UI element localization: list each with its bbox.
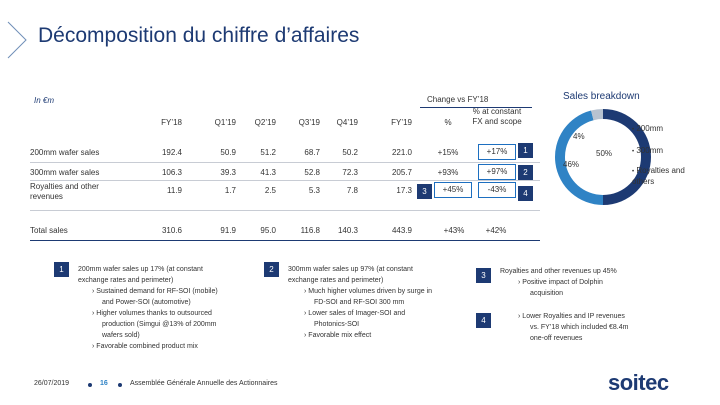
cell-highlight: +97% (478, 164, 516, 180)
legend-300mm: • 300mm (632, 146, 664, 155)
cell: 41.3 (260, 168, 276, 177)
note-heading: 300mm wafer sales up 97% (at constant ex… (288, 266, 413, 284)
note-badge-3: 3 (476, 268, 491, 283)
change-header: Change vs FY’18 (427, 95, 489, 104)
cell: 50.2 (342, 148, 358, 157)
row-divider (30, 210, 540, 211)
donut-slice (555, 110, 603, 205)
col-header-fy19: FY’19 (391, 118, 412, 127)
cell: 51.2 (260, 148, 276, 157)
note-block-4: › Lower Royalties and IP revenues vs. FY… (518, 313, 629, 342)
col-header-q4: Q4’19 (336, 118, 358, 127)
cell-highlight: -43% (478, 182, 516, 198)
col-header-pct: % (444, 118, 452, 127)
footer-event: Assemblée Générale Annuelle des Actionna… (130, 380, 278, 387)
cell: 443.9 (391, 226, 412, 235)
total-rule (30, 240, 540, 241)
cell-highlight: +45% (434, 182, 472, 198)
cell: 2.5 (264, 186, 276, 195)
note-badge-2: 2 (264, 262, 279, 277)
unit-label: In €m (34, 96, 55, 105)
note-heading: Royalties and other revenues up 45% (500, 268, 617, 275)
note-badge-4: 4 (476, 313, 491, 328)
col-header-q1: Q1’19 (214, 118, 236, 127)
cell: +42% (485, 226, 507, 235)
footer-dot (88, 383, 92, 387)
badge-1: 1 (518, 143, 533, 158)
donut-slice (603, 109, 651, 205)
col-header-fy18: FY’18 (161, 118, 182, 127)
chevron-decoration (7, 21, 27, 59)
cell: 5.3 (308, 186, 320, 195)
cell: +15% (437, 148, 459, 157)
cell: 116.8 (300, 226, 320, 235)
note-block-1: 200mm wafer sales up 17% (at constant ex… (78, 264, 228, 352)
legend-200mm: • 200mm (632, 124, 664, 133)
donut-label-300mm: 46% (563, 160, 580, 169)
col-header-q2: Q2’19 (254, 118, 276, 127)
row-divider (30, 180, 540, 181)
note-badge-1: 1 (54, 262, 69, 277)
donut-label-royalties: 4% (573, 132, 585, 141)
note-block-2: 300mm wafer sales up 97% (at constant ex… (288, 264, 438, 341)
page-title: Décomposition du chiffre d’affaires (38, 24, 360, 47)
cell: 39.3 (220, 168, 236, 177)
row-label-300mm: 300mm wafer sales (30, 168, 100, 177)
legend-royalties: • Royalties and others (632, 166, 685, 186)
col-header-pct-constant: % at constant FX and scope (472, 107, 522, 126)
note-block-3: Royalties and other revenues up 45% › Po… (500, 266, 630, 299)
footer-date: 26/07/2019 (34, 380, 70, 387)
row-label-200mm: 200mm wafer sales (30, 148, 100, 157)
cell: 72.3 (342, 168, 358, 177)
cell: 17.3 (396, 186, 412, 195)
cell: 91.9 (220, 226, 236, 235)
cell: +43% (443, 226, 465, 235)
badge-2: 2 (518, 165, 533, 180)
change-header-rule (420, 107, 532, 108)
cell-highlight: +17% (478, 144, 516, 160)
donut-label-200mm: 50% (596, 149, 613, 158)
row-label-total: Total sales (30, 226, 68, 235)
cell: 140.3 (337, 226, 358, 235)
cell: 1.7 (224, 186, 236, 195)
footer-page-number: 16 (100, 380, 108, 387)
cell: 205.7 (391, 168, 412, 177)
row-label-royalties: Royalties and other revenues (30, 182, 99, 201)
cell: 310.6 (161, 226, 182, 235)
cell: 68.7 (304, 148, 320, 157)
cell: 52.8 (304, 168, 320, 177)
cell: 11.9 (167, 186, 182, 195)
cell: +93% (437, 168, 459, 177)
donut-slice (591, 109, 603, 121)
badge-3: 3 (417, 184, 432, 199)
col-header-q3: Q3’19 (298, 118, 320, 127)
note-heading: 200mm wafer sales up 17% (at constant ex… (78, 266, 203, 284)
footer-dot (118, 383, 122, 387)
sales-donut-chart (555, 109, 651, 205)
soitec-logo: soitec (608, 370, 669, 395)
cell: 221.0 (391, 148, 412, 157)
cell: 192.4 (161, 148, 182, 157)
cell: 106.3 (161, 168, 182, 177)
badge-4: 4 (518, 186, 533, 201)
sales-breakdown-title: Sales breakdown (563, 91, 640, 102)
cell: 95.0 (260, 226, 276, 235)
row-divider (30, 162, 540, 163)
cell: 50.9 (220, 148, 236, 157)
cell: 7.8 (346, 186, 358, 195)
